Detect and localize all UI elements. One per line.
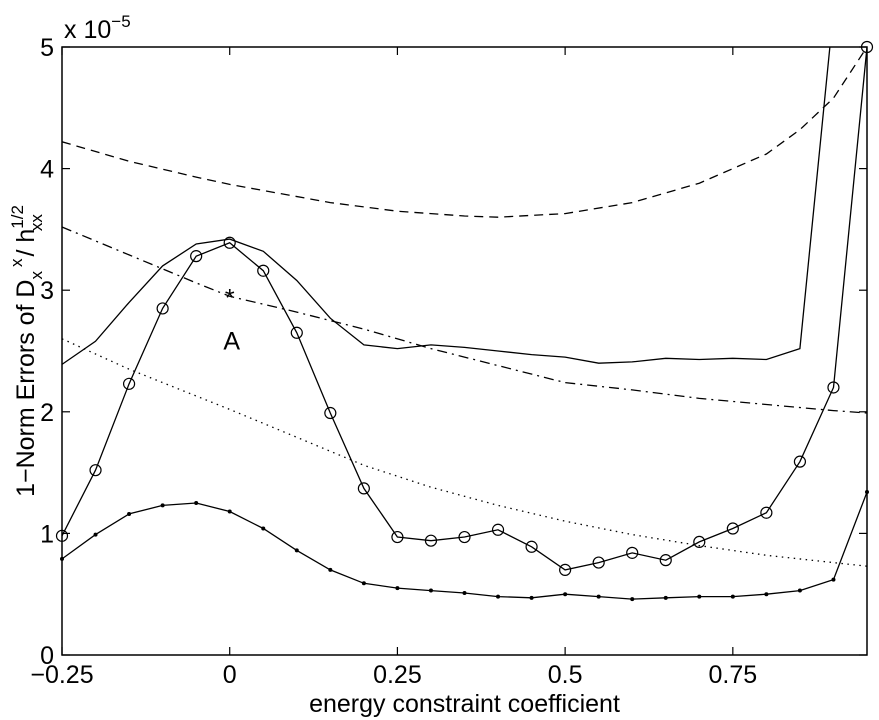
series-dash-dot bbox=[62, 226, 867, 414]
data-point-dot bbox=[127, 511, 132, 516]
series-dots bbox=[60, 490, 869, 602]
data-point-dot bbox=[730, 594, 735, 599]
y-tick-label: 3 bbox=[40, 277, 54, 305]
data-point-dot bbox=[596, 594, 601, 599]
data-point-circle bbox=[190, 250, 203, 263]
y-tick-label: 5 bbox=[40, 34, 54, 62]
series-circles bbox=[55, 40, 874, 576]
annotation-marker: * bbox=[225, 284, 235, 312]
y-axis-label: 1−Norm Errors of Dxx/ h1/2xx bbox=[7, 205, 46, 497]
series-line-dotted bbox=[62, 338, 867, 567]
y-axis-label-sup2: 1/2 bbox=[8, 205, 27, 229]
data-point-dot bbox=[395, 586, 400, 591]
y-axis-label-mid: / h bbox=[12, 229, 40, 257]
data-point-circle bbox=[827, 381, 840, 394]
data-point-dot bbox=[261, 526, 266, 531]
data-point-circle bbox=[525, 540, 538, 553]
series-layer bbox=[55, 40, 874, 602]
data-point-circle bbox=[626, 546, 639, 559]
annotation-layer: *A bbox=[223, 284, 240, 355]
y-tick-label: 0 bbox=[40, 642, 54, 670]
y-exponent-power: −5 bbox=[111, 12, 130, 31]
y-tick-label: 1 bbox=[40, 520, 54, 548]
data-point-circle bbox=[693, 535, 706, 549]
labels-layer: x 10−5 energy constraint coefficient 1−N… bbox=[7, 12, 620, 718]
data-point-dot bbox=[764, 592, 769, 597]
y-exponent-prefix: x 10 bbox=[64, 16, 111, 44]
data-point-circle bbox=[559, 563, 572, 576]
data-point-dot bbox=[194, 501, 199, 505]
data-point-dot bbox=[797, 588, 802, 593]
y-axis-label-sub2: xx bbox=[27, 214, 46, 232]
data-point-circle bbox=[257, 264, 270, 277]
y-exponent-label: x 10−5 bbox=[64, 12, 131, 44]
series-dotted bbox=[62, 338, 867, 567]
x-tick-label: 0.5 bbox=[548, 661, 583, 689]
series-line-dots bbox=[62, 491, 867, 600]
data-point-circle bbox=[424, 534, 438, 547]
y-axis-label-sup1: x bbox=[7, 258, 26, 267]
data-point-circle bbox=[357, 482, 370, 495]
series-line-circles bbox=[62, 47, 867, 571]
data-point-circle bbox=[290, 326, 303, 339]
data-point-circle bbox=[89, 464, 102, 477]
data-point-dot bbox=[496, 594, 501, 599]
y-axis-label-main: 1−Norm Errors of D bbox=[12, 280, 40, 497]
data-point-circle bbox=[458, 530, 471, 544]
series-line-solid bbox=[62, 47, 831, 365]
data-point-circle bbox=[592, 556, 605, 569]
data-point-dot bbox=[630, 597, 635, 602]
data-point-circle bbox=[391, 530, 404, 544]
data-point-circle bbox=[223, 236, 236, 249]
annotation-label: A bbox=[223, 327, 240, 355]
series-solid bbox=[62, 47, 831, 365]
data-point-circle bbox=[659, 554, 672, 567]
data-point-dot bbox=[361, 581, 366, 586]
data-point-circle bbox=[156, 302, 169, 315]
y-axis-label-sub1: x bbox=[27, 271, 46, 280]
data-point-dot bbox=[663, 595, 668, 600]
data-point-dot bbox=[462, 590, 467, 595]
series-dashed bbox=[62, 47, 867, 218]
data-point-dot bbox=[428, 588, 433, 593]
x-tick-label: 0.75 bbox=[708, 661, 757, 689]
series-line-dash-dot bbox=[62, 226, 867, 414]
data-point-circle bbox=[122, 377, 136, 390]
data-point-circle bbox=[793, 455, 807, 468]
data-point-dot bbox=[93, 532, 98, 537]
data-point-dot bbox=[831, 577, 836, 582]
data-point-dot bbox=[160, 503, 165, 508]
data-point-dot bbox=[697, 594, 702, 599]
data-point-circle bbox=[760, 506, 773, 519]
data-point-dot bbox=[227, 509, 232, 514]
x-tick-label: 0.25 bbox=[373, 661, 422, 689]
y-tick-label: 2 bbox=[40, 399, 54, 427]
data-point-circle bbox=[726, 522, 739, 535]
x-axis-label: energy constraint coefficient bbox=[309, 690, 620, 718]
y-tick-label: 4 bbox=[40, 156, 54, 184]
series-line-dashed bbox=[62, 47, 867, 218]
axes-box bbox=[61, 46, 868, 656]
data-point-dot bbox=[529, 595, 534, 600]
data-point-circle bbox=[491, 523, 505, 536]
x-tick-label: 0 bbox=[223, 661, 237, 689]
data-point-circle bbox=[324, 406, 337, 420]
x-tick-label: −0.25 bbox=[30, 661, 93, 689]
data-point-dot bbox=[328, 567, 333, 572]
data-point-dot bbox=[563, 592, 568, 597]
data-point-dot bbox=[294, 548, 299, 553]
